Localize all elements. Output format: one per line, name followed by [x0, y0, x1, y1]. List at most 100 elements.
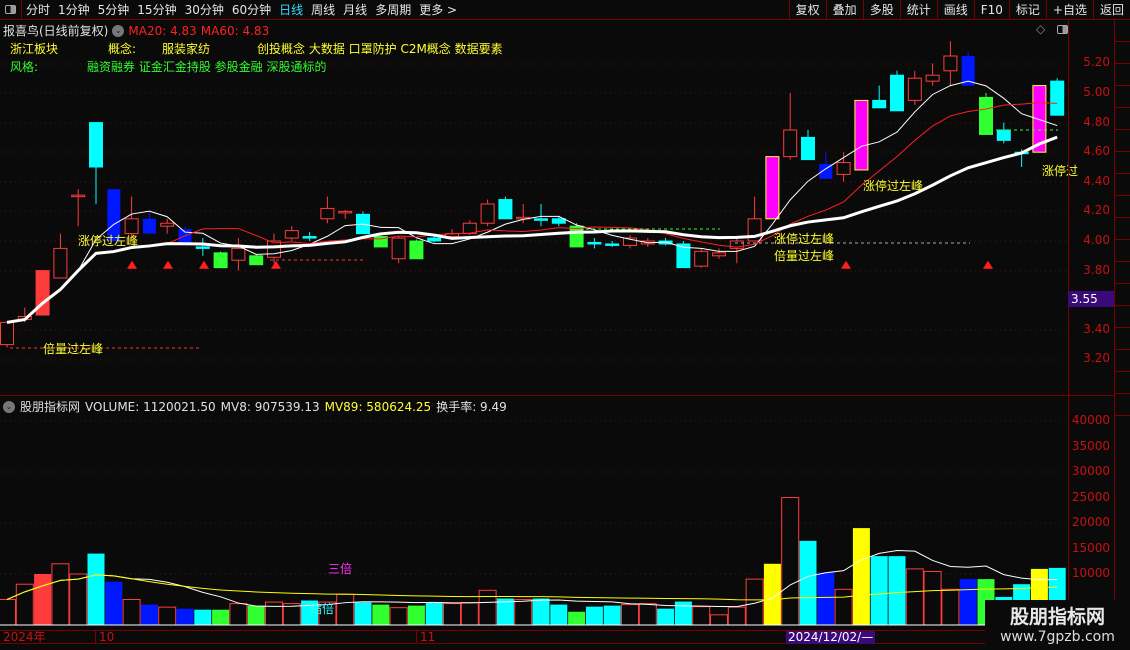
cursor-date: 2024/12/02/— — [786, 630, 876, 644]
volume-bar — [105, 581, 123, 625]
candle-body — [961, 56, 975, 86]
candle-body — [160, 222, 175, 227]
period-tab[interactable]: 分时 — [26, 3, 51, 17]
volume-bar — [817, 572, 835, 625]
up-arrow-icon — [127, 260, 137, 269]
volume-bar — [0, 599, 16, 626]
toolbar-button[interactable]: 返回 — [1092, 0, 1130, 20]
panel-toggle-button[interactable] — [0, 0, 22, 20]
volume-bar — [568, 611, 586, 625]
candle-body — [53, 247, 68, 279]
mv8-value: MV8: 907539.13 — [220, 399, 320, 414]
diamond-icon[interactable]: ◇ — [1036, 22, 1046, 36]
candle-body — [729, 240, 744, 249]
volume-bar — [336, 593, 355, 626]
volume-bar — [229, 603, 248, 626]
candle-body — [480, 203, 495, 224]
period-tab[interactable]: 60分钟 — [231, 3, 272, 17]
period-tab[interactable]: 5分钟 — [97, 3, 130, 17]
period-tab[interactable]: 多周期 — [375, 3, 412, 17]
date-year: 2024年 — [3, 630, 46, 644]
price-tick: 5.20 — [1083, 55, 1110, 70]
kline-chart[interactable] — [0, 0, 1068, 630]
candle-body — [1032, 85, 1047, 153]
date-axis: 2024年 10 11 2024/12/02/— — [0, 630, 1114, 644]
chevron-down-icon[interactable]: ⌄ — [3, 400, 15, 413]
period-tab[interactable]: 月线 — [343, 3, 368, 17]
volume-bar — [888, 556, 906, 625]
volume-bar — [905, 568, 924, 626]
toolbar-button[interactable]: 画线 — [936, 0, 974, 20]
volume-tick: 30000 — [1071, 464, 1110, 478]
period-toolbar: 分时 1分钟 5分钟 15分钟 30分钟 60分钟 日线 周线 月线 多周期 更多 > 复权 叠加 多股… — [0, 0, 1130, 20]
volume-bar — [727, 606, 746, 626]
volume-bar — [657, 608, 675, 625]
volume-bar — [550, 604, 568, 625]
annotation-limit-over-peak: 涨停过左峰 — [774, 232, 835, 246]
chevron-down-icon[interactable]: ⌄ — [112, 24, 125, 37]
up-arrow-icon — [271, 260, 281, 269]
layout-icon[interactable] — [1055, 23, 1069, 35]
ma20-value: MA20: 4.83 — [128, 23, 197, 38]
candle-body — [284, 230, 299, 239]
price-tick: 3.40 — [1083, 321, 1110, 336]
watermark-url: www.7gpzb.com — [1000, 629, 1115, 645]
toolbar-button[interactable]: +自选 — [1045, 0, 1093, 20]
volume-bar — [514, 599, 533, 626]
side-tab-strip[interactable] — [1114, 20, 1130, 630]
period-tab[interactable]: 更多 > — [419, 3, 458, 17]
toolbar-button[interactable]: 叠加 — [825, 0, 863, 20]
volume-bar — [941, 588, 960, 626]
toolbar-button[interactable]: F10 — [973, 0, 1009, 20]
volume-bar — [692, 606, 711, 626]
ma60-value: MA60: 4.83 — [200, 23, 270, 38]
indicator-name: 股朋指标网 — [20, 400, 81, 414]
candle-body — [0, 321, 14, 346]
volume-tick: 15000 — [1071, 540, 1110, 555]
volume-tick: 40000 — [1071, 413, 1110, 427]
candle-body — [124, 218, 139, 235]
volume-bar — [247, 605, 265, 625]
style-list: 融资融券 证金汇金持股 参股金融 深股通标的 — [87, 60, 327, 74]
annotation-double-volume: 倍量过左峰 — [774, 249, 835, 263]
volume-bar — [140, 604, 158, 625]
volume-bar — [194, 609, 212, 625]
volume-bar — [781, 497, 800, 626]
up-arrow-icon — [983, 260, 993, 269]
volume-bar — [407, 605, 425, 625]
price-tick: 5.00 — [1083, 85, 1110, 99]
volume-bar — [870, 556, 888, 625]
concept-main: 服装家纺 — [162, 42, 211, 56]
toolbar-button[interactable]: 复权 — [788, 0, 826, 20]
candle-body — [409, 240, 424, 260]
volume-bar — [372, 604, 390, 625]
toolbar-button[interactable]: 统计 — [899, 0, 937, 20]
candle-body — [373, 236, 388, 248]
volume-bar — [212, 609, 230, 625]
candle-body — [71, 194, 86, 198]
candle-body — [107, 189, 121, 241]
candle-body — [925, 74, 940, 82]
volume-bar — [69, 573, 88, 626]
period-tab[interactable]: 15分钟 — [137, 3, 177, 17]
toolbar-button[interactable]: 标记 — [1008, 0, 1046, 20]
volume-bar — [638, 603, 657, 626]
annotation-triple: 三倍 — [328, 562, 353, 576]
period-tab[interactable]: 周线 — [311, 3, 336, 17]
candle-body — [765, 156, 780, 220]
toolbar-button[interactable]: 多股 — [862, 0, 900, 20]
stock-title: 报喜鸟(日线前复权) ⌄ MA20: 4.83 MA60: 4.83 — [3, 22, 269, 39]
volume-bar — [460, 602, 479, 626]
up-arrow-icon — [163, 260, 173, 269]
date-nov: 11 — [416, 631, 435, 644]
moving-average-line — [6, 135, 1058, 324]
annotation-limit-over-peak: 涨停过左峰 — [863, 179, 924, 193]
volume-value: VOLUME: 1120021.50 — [85, 399, 216, 414]
stock-name: 报喜鸟(日线前复权) — [3, 24, 109, 38]
period-tab[interactable]: 1分钟 — [58, 3, 90, 17]
annotation-shrink: 缩倍 — [310, 602, 335, 616]
candle-body — [623, 237, 637, 246]
period-tab[interactable]: 日线 — [279, 3, 304, 17]
candle-body — [302, 236, 317, 239]
period-tab[interactable]: 30分钟 — [184, 3, 224, 17]
